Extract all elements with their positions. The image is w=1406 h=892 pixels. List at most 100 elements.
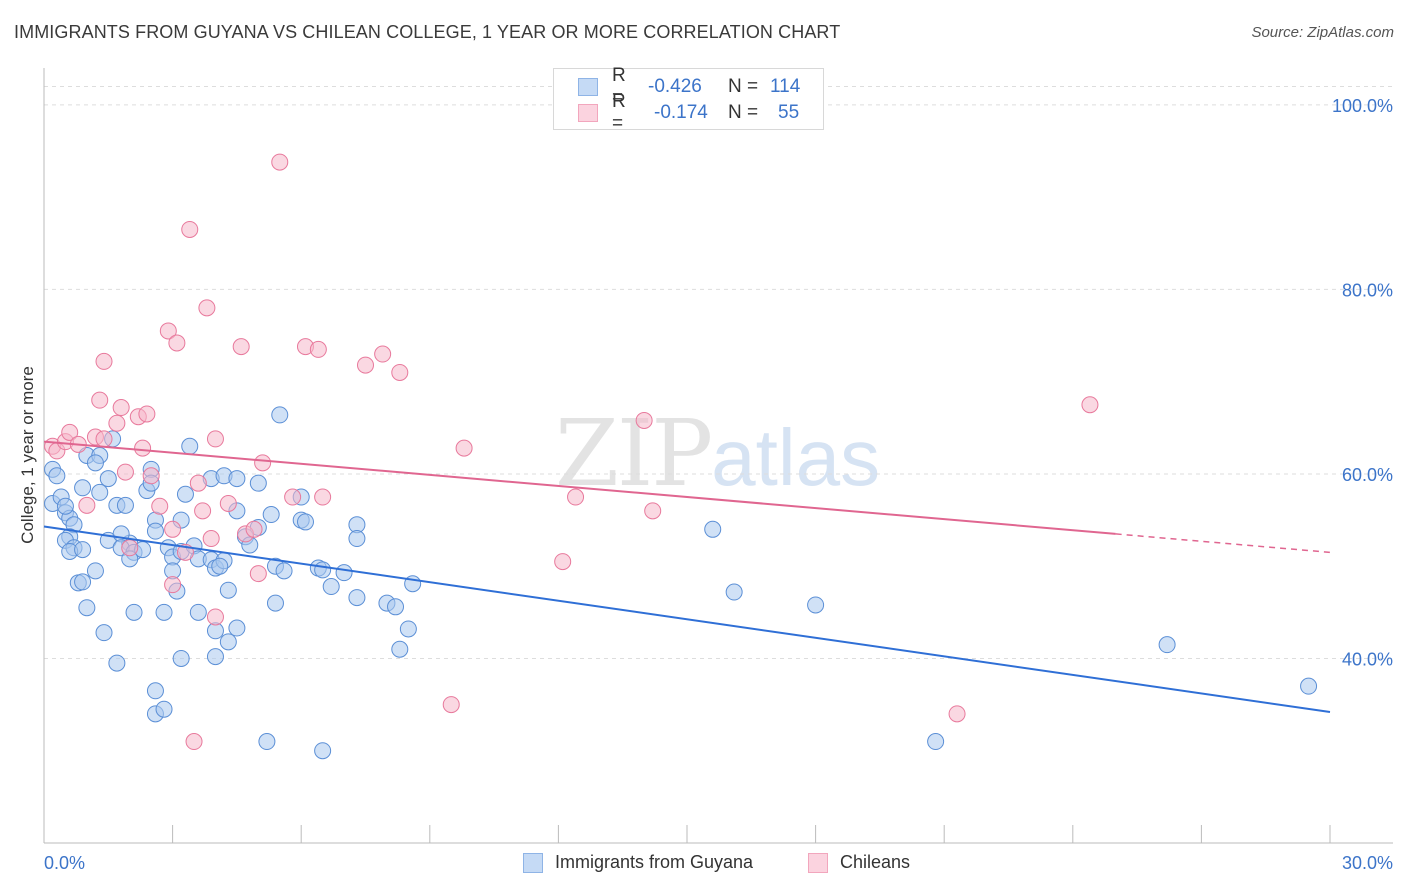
legend-label-chileans: Chileans <box>840 852 911 872</box>
data-point <box>74 479 92 497</box>
legend-r-value: -0.174 <box>654 102 708 123</box>
data-point <box>335 564 353 582</box>
data-point <box>704 520 722 538</box>
legend-swatch-guyana <box>523 852 543 873</box>
data-point <box>228 470 246 488</box>
data-point <box>146 682 164 700</box>
data-point <box>189 474 207 492</box>
data-point <box>116 496 134 514</box>
data-point <box>185 733 203 751</box>
legend-row-guyana: R = -0.426 N = 114 <box>578 65 801 108</box>
data-point <box>275 562 293 580</box>
data-point <box>86 454 104 472</box>
data-point <box>725 583 743 601</box>
data-point <box>172 649 190 667</box>
data-point <box>78 599 96 617</box>
data-point <box>262 506 280 524</box>
trend-line <box>43 525 1331 713</box>
data-point <box>348 530 366 548</box>
data-point <box>254 454 272 472</box>
legend-n-label: N = <box>728 76 759 97</box>
data-point <box>74 541 92 559</box>
legend-n-value: 55 <box>778 102 800 123</box>
trend-line-extension <box>1115 533 1331 554</box>
source-credit: Source: ZipAtlas.com <box>1251 24 1394 41</box>
data-point <box>442 696 460 714</box>
data-point <box>249 474 267 492</box>
legend-item-chileans: Chileans <box>808 852 910 873</box>
data-point <box>159 322 177 340</box>
data-point <box>86 562 104 580</box>
series-guyana-points <box>44 406 1318 760</box>
data-point <box>198 299 216 317</box>
y-tick-label: 40.0% <box>1342 649 1393 669</box>
data-point <box>95 430 113 448</box>
data-point <box>189 603 207 621</box>
data-point <box>219 494 237 512</box>
data-point <box>249 565 267 583</box>
data-point <box>164 520 182 538</box>
legend-r-label: R = <box>612 65 626 108</box>
data-point <box>211 557 229 575</box>
tick-labels: 40.0% 60.0% 80.0% 100.0% 0.0% 30.0% <box>44 96 1393 873</box>
data-point <box>91 391 109 409</box>
data-point <box>134 439 152 457</box>
legend-item-guyana: Immigrants from Guyana <box>523 852 753 873</box>
data-point <box>455 439 473 457</box>
data-point <box>948 705 966 723</box>
data-point <box>374 345 392 363</box>
data-point <box>155 700 173 718</box>
legend-r-label: R = <box>612 91 626 134</box>
data-point <box>155 603 173 621</box>
data-point <box>232 338 250 356</box>
y-tick-label: 80.0% <box>1342 280 1393 300</box>
y-tick-label: 60.0% <box>1342 465 1393 485</box>
legend-swatch-guyana <box>578 78 598 96</box>
data-point <box>121 539 139 557</box>
data-point <box>567 488 585 506</box>
legend-n-value: 114 <box>770 76 801 97</box>
data-point <box>138 405 156 423</box>
data-point <box>206 608 224 626</box>
data-point <box>95 624 113 642</box>
x-tick-label: 30.0% <box>1342 853 1393 873</box>
legend-n-label: N = <box>728 102 759 123</box>
data-point <box>56 497 74 515</box>
data-point <box>245 520 263 538</box>
watermark-zip: ZIP <box>555 400 713 507</box>
y-tick-label: 100.0% <box>1332 96 1393 116</box>
data-point <box>228 619 246 637</box>
data-point <box>194 502 212 520</box>
data-point <box>266 594 284 612</box>
data-point <box>181 220 199 238</box>
data-point <box>1300 677 1318 695</box>
legend-r-value: -0.426 <box>648 76 702 97</box>
series-chileans-points <box>44 153 1099 751</box>
data-point <box>108 414 126 432</box>
legend-label-guyana: Immigrants from Guyana <box>555 852 754 872</box>
data-point <box>219 581 237 599</box>
data-point <box>391 363 409 381</box>
data-point <box>554 553 572 571</box>
data-point <box>357 356 374 374</box>
watermark: ZIPatlas <box>555 400 880 507</box>
data-point <box>284 488 302 506</box>
data-point <box>1081 396 1099 414</box>
data-point <box>391 640 409 658</box>
data-point <box>644 502 662 520</box>
data-point <box>125 603 143 621</box>
data-point <box>322 578 340 596</box>
data-point <box>91 483 109 501</box>
series-legend: Immigrants from Guyana Chileans <box>0 852 1406 878</box>
data-point <box>314 561 332 579</box>
data-point <box>387 598 405 616</box>
trend-line <box>43 440 1116 535</box>
trend-lines <box>43 440 1331 713</box>
legend-row-chileans: R = -0.174 N = 55 <box>578 91 800 134</box>
data-point <box>219 633 237 651</box>
data-point <box>296 513 314 531</box>
data-point <box>48 467 66 485</box>
chart-title: IMMIGRANTS FROM GUYANA VS CHILEAN COLLEG… <box>14 22 841 42</box>
x-tick-label: 0.0% <box>44 853 85 873</box>
